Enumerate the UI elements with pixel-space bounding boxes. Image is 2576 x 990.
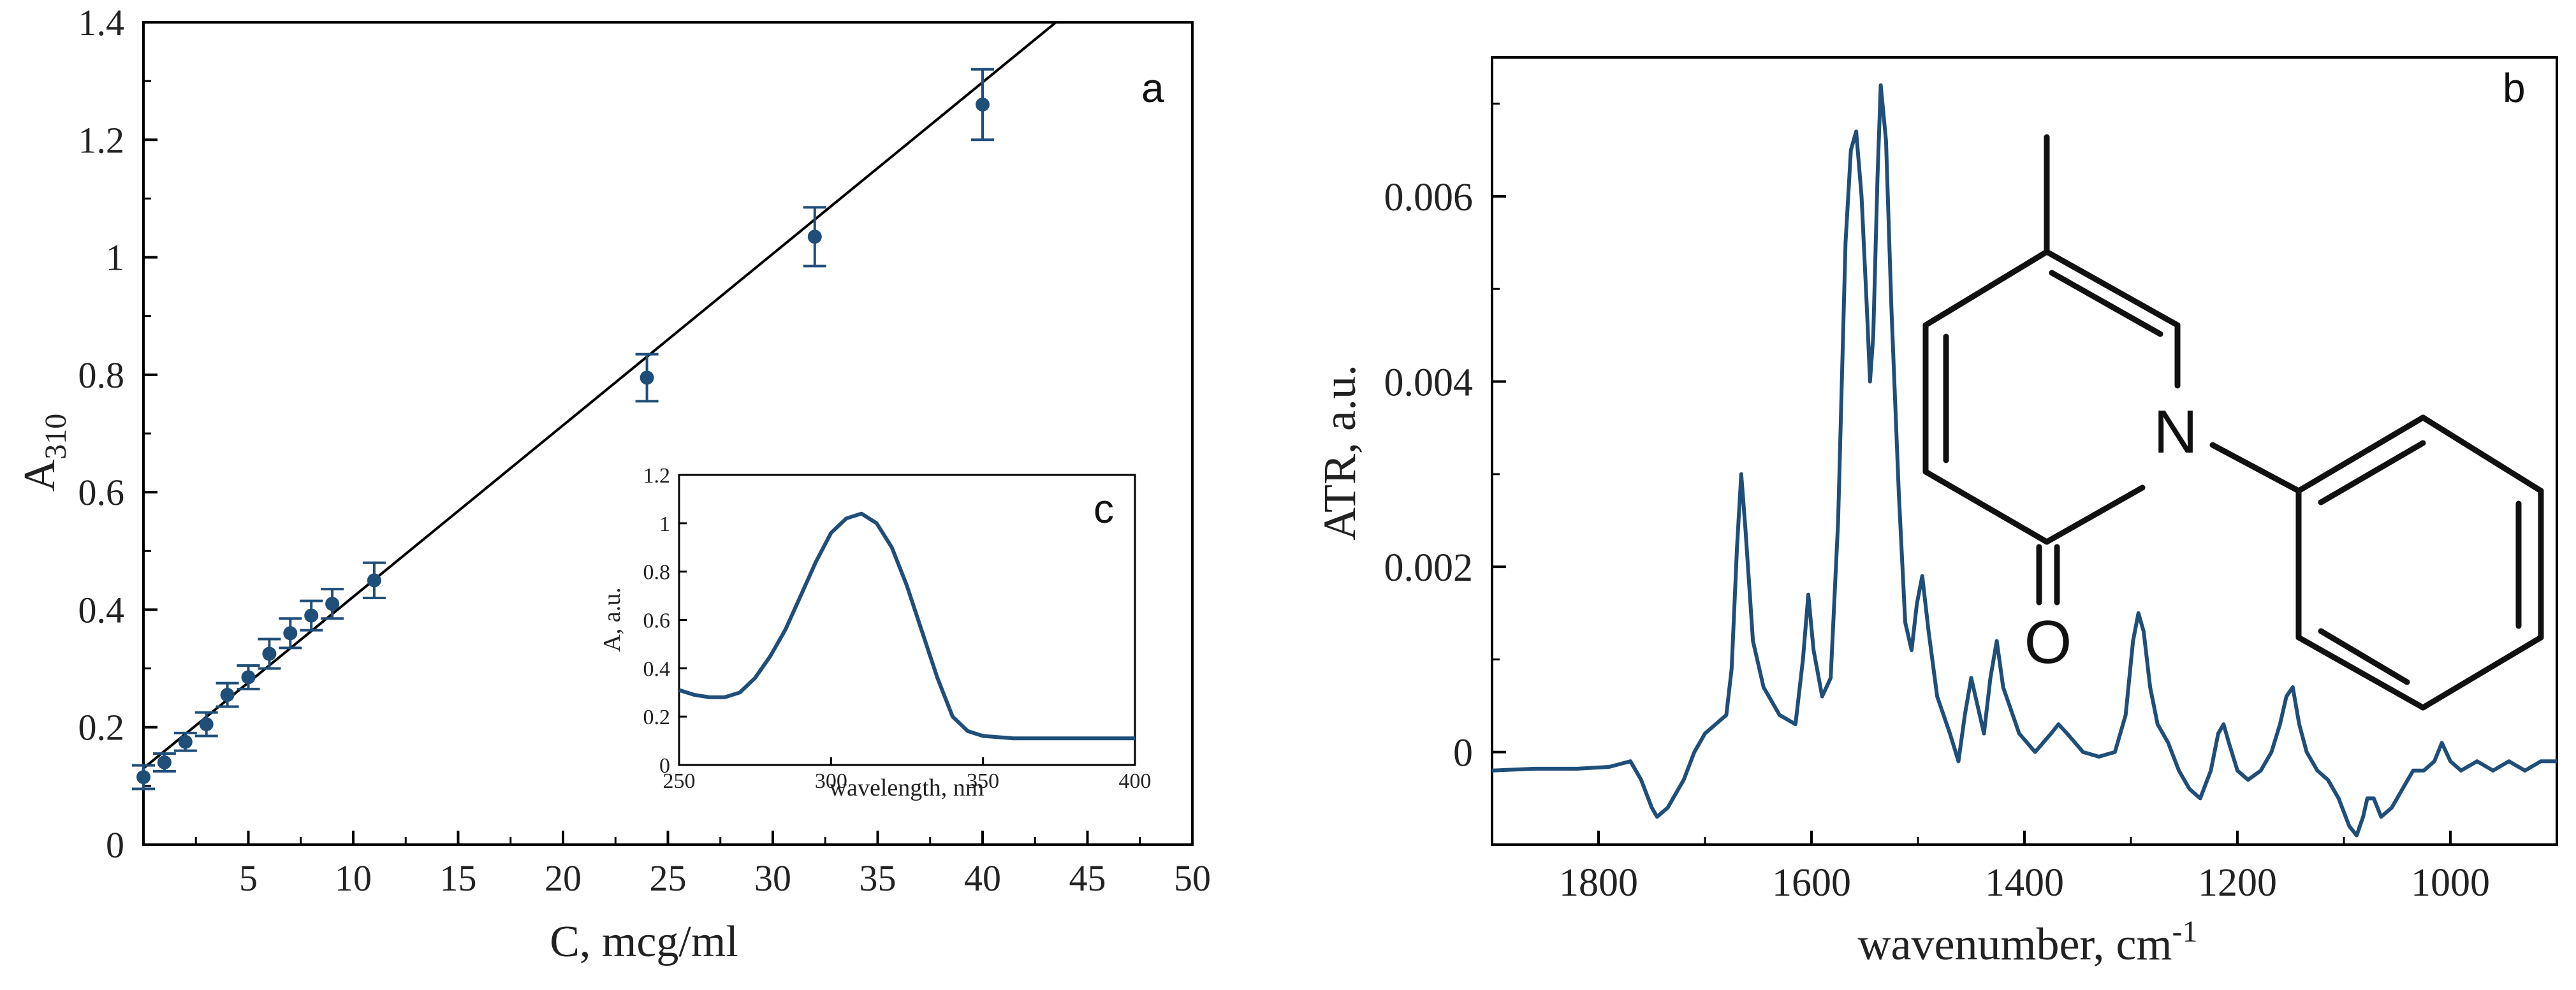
c-x-tick-label: 400	[1119, 769, 1152, 793]
a-y-tick-label: 1.2	[78, 119, 125, 161]
c-y-tick-label: 0.8	[643, 561, 671, 585]
atom-oxygen: O	[2024, 608, 2072, 676]
a-y-tick-label: 1	[106, 237, 124, 279]
panel-c-x-axis-title: wavelength, nm	[830, 775, 984, 801]
atom-nitrogen: N	[2153, 398, 2197, 466]
data-point	[136, 770, 150, 785]
panel-a-data	[132, 21, 1057, 790]
atr-spectrum-line	[1491, 83, 2557, 838]
fit-line	[142, 21, 1057, 769]
data-point	[304, 608, 319, 623]
a-y-tick-label: 0.8	[78, 354, 125, 396]
panel-c-y-axis-title: A, a.u.	[599, 587, 626, 652]
panel-c-data	[678, 511, 1135, 741]
panel-b-y-axis: 0 0.002 0.004 0.006	[1384, 103, 1506, 775]
data-point	[976, 98, 990, 112]
data-point	[283, 626, 298, 641]
a-x-tick-label: 25	[650, 857, 687, 899]
c-y-tick-label: 1.2	[643, 464, 671, 488]
a-x-tick-label: 45	[1069, 857, 1106, 899]
c-y-tick-label: 0.4	[643, 657, 671, 681]
data-point	[178, 734, 193, 749]
a-y-tick-label: 0.6	[78, 472, 125, 513]
a-x-tick-label: 20	[545, 857, 582, 899]
data-point	[640, 370, 654, 385]
panel-a-x-axis: 5 10 15 20 25 30 35 40 45 50	[194, 831, 1211, 899]
data-point	[262, 646, 277, 661]
data-point	[241, 670, 256, 685]
a-y-tick-label: 0	[106, 824, 124, 866]
svg-text:A310: A310	[15, 414, 73, 492]
panel-b-data	[1491, 83, 2557, 838]
data-point	[199, 717, 214, 732]
c-x-tick-label: 300	[815, 769, 847, 793]
a-x-tick-label: 5	[239, 857, 258, 899]
panel-c-y-axis: 0 0.2 0.4 0.6 0.8 1 1.2	[643, 464, 687, 778]
bond-c5-c6-double	[2049, 270, 2163, 337]
bond-c2-n1	[2044, 484, 2146, 545]
panel-c-inset: 0 0.2 0.4 0.6 0.8 1 1.2 250 300 350 400 c wavelen…	[599, 464, 1152, 801]
a-y-tick-label: 0.4	[78, 589, 125, 630]
bond-c5-c6	[2044, 249, 2181, 328]
panel-b-letter: b	[2503, 65, 2526, 111]
a-y-tick-label: 1.4	[78, 2, 125, 43]
data-point	[325, 597, 340, 611]
c-y-tick-label: 1	[659, 513, 670, 536]
panel-a-y-axis: 0 0.2 0.4 0.6 0.8 1 1.2 1.4	[78, 2, 157, 866]
a-x-tick-label: 10	[335, 857, 372, 899]
b-x-tick-label: 1000	[2411, 861, 2490, 905]
phenyl-inner-1	[2318, 440, 2426, 506]
c-y-tick-label: 0.6	[643, 609, 671, 633]
b-y-tick-label: 0.004	[1384, 361, 1474, 405]
panel-b-x-label-sup: -1	[2172, 915, 2197, 949]
a-x-tick-label: 30	[754, 857, 791, 899]
b-x-tick-label: 1600	[1772, 861, 1851, 905]
panel-b-x-axis: 1800 1600 1400 1200 1000	[1559, 831, 2558, 905]
b-x-tick-label: 1400	[1985, 861, 2064, 905]
panel-b-x-label-main: wavenumber, cm	[1858, 919, 2172, 970]
bond-c5-c4	[1922, 249, 2050, 328]
a-y-tick-label: 0.2	[78, 707, 125, 748]
bond-c3-c2	[1922, 469, 2050, 545]
phenyl-bond-2	[2420, 414, 2544, 494]
a-x-tick-label: 40	[964, 857, 1001, 899]
panel-b-x-axis-title: wavenumber, cm-1	[1858, 915, 2198, 970]
panel-a-y-label-sub: 310	[39, 414, 73, 460]
data-point	[807, 229, 822, 244]
a-x-tick-label: 15	[440, 857, 477, 899]
c-y-tick-label: 0.2	[643, 706, 671, 729]
data-point	[157, 755, 172, 769]
panel-b-plot-frame	[1491, 56, 2558, 846]
molecule-structure	[1922, 134, 2544, 711]
panel-a-y-label-main: A	[15, 459, 64, 491]
c-y-tick-label: 0	[659, 754, 670, 778]
panel-c-plot-frame	[678, 474, 1136, 766]
b-y-tick-label: 0.002	[1384, 546, 1474, 590]
panel-b-y-axis-title: ATR, a.u.	[1314, 365, 1365, 541]
b-y-tick-label: 0	[1453, 732, 1473, 775]
c-x-tick-label: 250	[663, 769, 696, 793]
panel-c-x-axis: 250 300 350 400	[663, 757, 1152, 793]
phenyl-bond-4	[2420, 634, 2544, 711]
bond-n1-phenyl	[2209, 442, 2302, 494]
data-point	[367, 573, 381, 588]
panel-a: 00.20.40.60.811.21.4 5 10 15 20 25 30 35 40 45 50…	[15, 2, 1211, 966]
a-x-tick-label: 35	[860, 857, 896, 899]
panel-a-x-axis-title: C, mcg/ml	[550, 917, 738, 966]
panel-a-y-axis-title: A310	[15, 414, 73, 492]
a-x-tick-label: 50	[1174, 857, 1211, 899]
phenyl-bond-5	[2295, 634, 2426, 711]
phenyl-bond-1	[2295, 414, 2426, 494]
b-x-tick-label: 1200	[2198, 861, 2277, 905]
phenyl-inner-3	[2318, 628, 2410, 685]
absorbance-spectrum-line	[678, 511, 1135, 741]
c-x-tick-label: 350	[967, 769, 999, 793]
panel-c-letter: c	[1094, 486, 1114, 532]
panel-a-letter: a	[1141, 65, 1164, 111]
b-x-tick-label: 1800	[1559, 861, 1638, 905]
data-point	[220, 688, 235, 702]
b-y-tick-label: 0.006	[1384, 176, 1474, 219]
